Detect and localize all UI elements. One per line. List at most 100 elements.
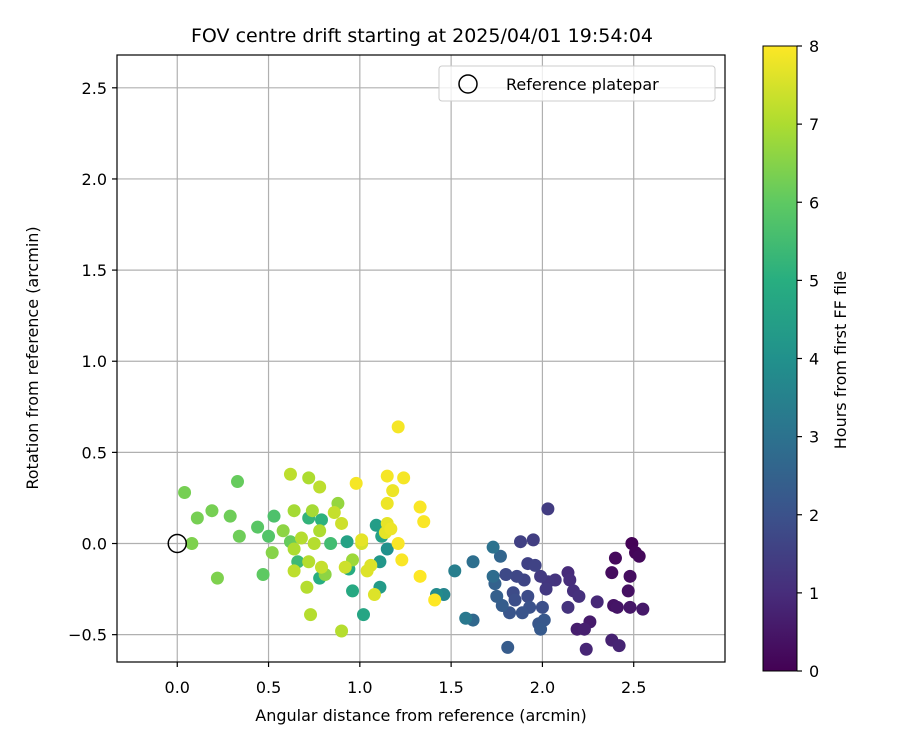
data-point (541, 502, 555, 516)
data-point (563, 573, 577, 587)
data-point (265, 546, 279, 560)
colorbar-ticks: 0 1 2 3 4 5 6 7 8 (797, 37, 819, 681)
data-point (428, 593, 442, 607)
data-point (386, 484, 400, 498)
x-axis-label: Angular distance from reference (arcmin) (255, 706, 586, 725)
data-point (360, 564, 374, 578)
colorbar-gradient (762, 45, 798, 672)
data-point (340, 535, 354, 549)
data-point (335, 624, 349, 638)
data-point (610, 600, 624, 614)
data-point (223, 509, 237, 523)
data-point (528, 558, 542, 572)
data-point (324, 537, 338, 551)
data-point (612, 639, 626, 653)
data-point (397, 471, 411, 485)
data-point (307, 537, 321, 551)
x-tick-label: 1.0 (347, 678, 372, 697)
x-tick-label: 2.0 (530, 678, 555, 697)
data-point (262, 529, 276, 543)
data-point (510, 569, 524, 583)
data-point (636, 602, 650, 616)
legend-open-circle-icon (458, 74, 478, 94)
data-point (314, 513, 328, 527)
data-point (608, 551, 622, 565)
y-tick-label: 1.5 (82, 261, 107, 280)
data-point (314, 560, 328, 574)
data-point (346, 584, 360, 598)
y-tick-label: 0.0 (82, 535, 107, 554)
data-point (605, 566, 619, 580)
data-point (190, 511, 204, 525)
data-point (534, 622, 548, 636)
colorbar-tick-label: 0 (809, 662, 819, 681)
data-point (486, 540, 500, 554)
data-point (283, 467, 297, 481)
data-point (515, 606, 529, 620)
data-point (349, 476, 363, 490)
colorbar: 0 1 2 3 4 5 6 7 8 Hours from first FF file (762, 37, 850, 681)
colorbar-tick-label: 4 (809, 350, 819, 369)
data-point (287, 504, 301, 518)
data-point (231, 475, 245, 489)
chart-title: FOV centre drift starting at 2025/04/01 … (191, 25, 653, 47)
data-point (534, 569, 548, 583)
data-point (521, 589, 535, 603)
colorbar-tick-label: 1 (809, 584, 819, 603)
data-point (391, 537, 405, 551)
colorbar-tick-label: 6 (809, 193, 819, 212)
data-point (417, 515, 431, 529)
data-point (302, 555, 316, 569)
data-point (302, 471, 316, 485)
data-point (369, 518, 383, 532)
data-point (632, 549, 646, 563)
data-point (313, 524, 327, 538)
colorbar-tick-label: 2 (809, 506, 819, 525)
data-point (356, 608, 370, 622)
data-point (395, 553, 409, 567)
data-point (572, 589, 586, 603)
colorbar-tick-label: 8 (809, 37, 819, 56)
data-point (448, 564, 462, 578)
data-point (210, 571, 224, 585)
data-point (590, 595, 604, 609)
data-point (338, 560, 352, 574)
data-point (561, 600, 575, 614)
data-point (490, 589, 504, 603)
grid-lines (117, 55, 725, 662)
data-points (178, 420, 650, 656)
data-point (300, 580, 314, 594)
data-point (367, 588, 381, 602)
data-point (256, 568, 270, 582)
data-point (178, 485, 192, 499)
data-point (501, 640, 515, 654)
data-point (514, 535, 528, 549)
y-tick-label: 2.5 (82, 79, 107, 98)
plot-area-frame (116, 54, 726, 663)
x-tick-label: 0.0 (165, 678, 190, 697)
data-point (304, 608, 318, 622)
data-point (459, 611, 473, 625)
data-point (579, 642, 593, 656)
y-axis-ticks: −0.5 0.0 0.5 1.0 1.5 2.0 2.5 (68, 79, 117, 645)
data-point (380, 469, 394, 483)
data-point (335, 516, 349, 530)
legend-box (438, 65, 716, 102)
data-point (508, 593, 522, 607)
data-point (251, 520, 265, 534)
y-tick-label: 2.0 (82, 170, 107, 189)
data-point (391, 420, 405, 434)
data-point (380, 542, 394, 556)
data-point (305, 504, 319, 518)
data-point (276, 524, 290, 538)
data-point (287, 542, 301, 556)
data-point (623, 600, 637, 614)
legend-label: Reference platepar (506, 75, 659, 94)
data-point (205, 504, 219, 518)
y-tick-label: −0.5 (68, 626, 107, 645)
colorbar-tick-label: 3 (809, 428, 819, 447)
data-point (185, 537, 199, 551)
y-tick-label: 0.5 (82, 443, 107, 462)
data-point (539, 582, 553, 596)
